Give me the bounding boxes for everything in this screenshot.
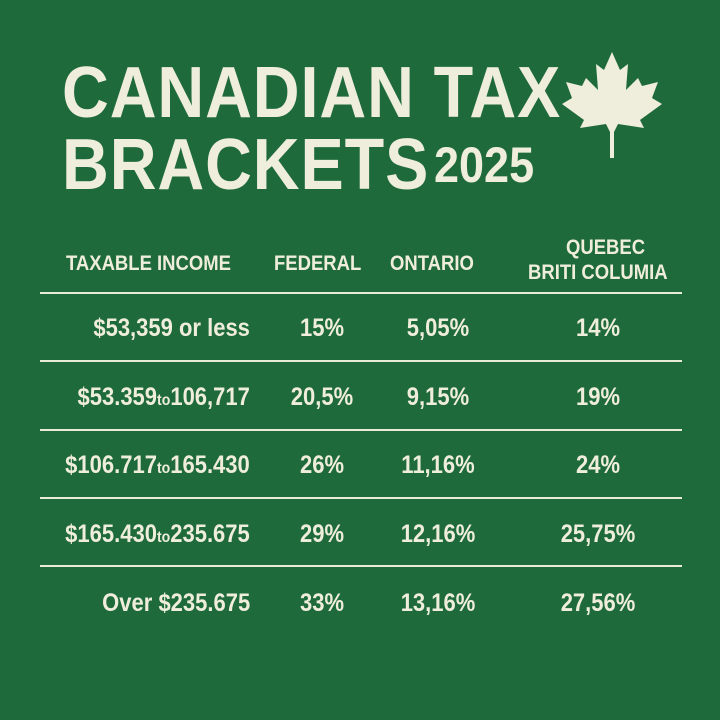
title-line-1: CANADIAN TAX <box>62 53 562 133</box>
row-divider <box>40 497 682 499</box>
ontario-cell: 5,05% <box>406 314 470 342</box>
quebec-bc-cell: 14% <box>575 314 621 342</box>
quebec-bc-cell: 24% <box>575 451 621 479</box>
income-cell: $106.717to165.430 <box>65 451 250 479</box>
row-divider <box>40 429 682 431</box>
quebec-bc-cell: 25,75% <box>560 520 636 548</box>
federal-cell: 20,5% <box>290 383 354 411</box>
federal-cell: 26% <box>299 451 345 479</box>
ontario-cell: 11,16% <box>401 451 475 479</box>
income-cell: $53,359 or less <box>93 314 250 342</box>
ontario-cell: 12,16% <box>400 520 476 548</box>
federal-cell: 29% <box>299 520 345 548</box>
header-ontario: ONTARIO <box>390 252 474 275</box>
row-divider <box>40 360 682 362</box>
header-divider <box>40 292 682 294</box>
title-year: 2025 <box>434 137 535 193</box>
ontario-cell: 13,16% <box>400 589 476 617</box>
income-cell: Over $235.675 <box>101 589 250 617</box>
maple-leaf-icon <box>562 52 662 158</box>
header-british-columbia: BRITI COLUMIA <box>528 261 668 284</box>
ontario-cell: 9,15% <box>406 383 470 411</box>
title-line-2: BRACKETS <box>62 125 430 205</box>
federal-cell: 33% <box>299 589 345 617</box>
quebec-bc-cell: 19% <box>575 383 621 411</box>
header-federal: FEDERAL <box>274 252 362 275</box>
header-taxable-income: TAXABLE INCOME <box>66 252 231 275</box>
income-cell: $53.359to106,717 <box>77 383 250 411</box>
income-cell: $165.430to235.675 <box>65 520 250 548</box>
quebec-bc-cell: 27,56% <box>560 589 636 617</box>
federal-cell: 15% <box>299 314 345 342</box>
row-divider <box>40 565 682 567</box>
header-quebec: QUEBEC <box>566 236 646 259</box>
